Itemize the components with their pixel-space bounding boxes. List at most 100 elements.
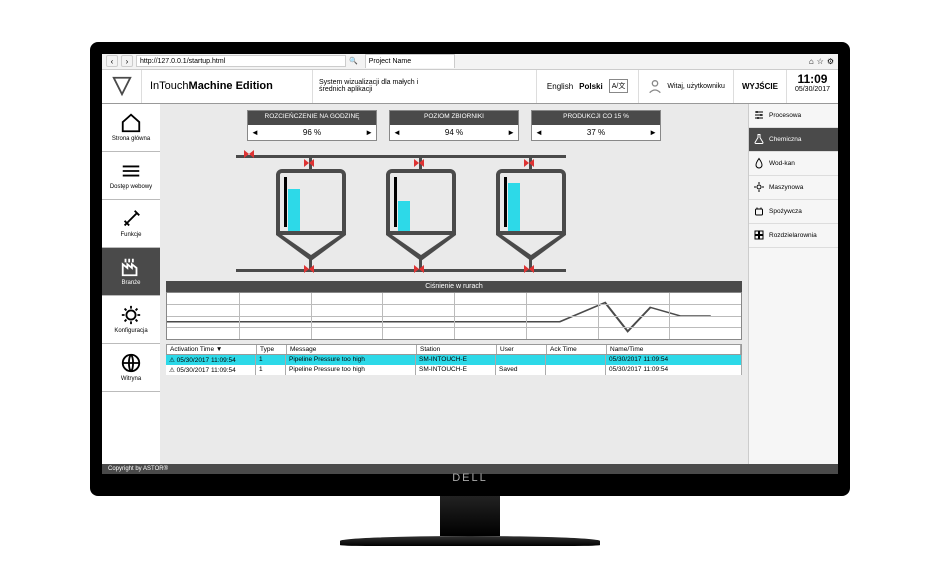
home-icon[interactable]: ⌂ [809, 57, 814, 66]
app-header: InTouch Machine Edition System wizualiza… [102, 70, 838, 104]
address-bar[interactable]: http://127.0.0.1/startup.html [136, 55, 346, 67]
valve-icon [414, 159, 424, 167]
browser-tab[interactable]: Project Name [365, 54, 455, 68]
flask-icon [753, 133, 765, 145]
cog-icon [753, 181, 765, 193]
valve-icon [524, 159, 534, 167]
alarm-cell [496, 355, 546, 365]
alarm-cell: ⚠ 05/30/2017 11:09:54 [166, 365, 256, 375]
home-icon [120, 112, 142, 134]
alarm-cell [546, 365, 606, 375]
layers-icon [120, 160, 142, 182]
date-text: 05/30/2017 [795, 86, 830, 93]
gauge-title: POZIOM ZBIORNIKI [390, 111, 518, 125]
gauge-title: ROZCIEŃCZENIE NA GODZINĘ [248, 111, 376, 125]
alarm-col-header[interactable]: Ack Time [547, 345, 607, 354]
sidebar-label: Funkcje [120, 232, 141, 238]
drop-icon [753, 157, 765, 169]
pressure-chart [166, 292, 742, 340]
gear-icon [120, 304, 142, 326]
rightbar-item-0[interactable]: Procesowa [749, 104, 838, 128]
sidebar-item-1[interactable]: Dostęp webowy [102, 152, 160, 200]
alarm-cell: SM-INTOUCH-E [416, 355, 496, 365]
alarm-cell [546, 355, 606, 365]
alarm-cell: Pipeline Pressure too high [286, 365, 416, 375]
gauge-value: ◄94 %► [390, 125, 518, 140]
sidebar-label: Konfiguracja [114, 328, 147, 334]
sidebar-item-0[interactable]: Strona główna [102, 104, 160, 152]
main-content: ROZCIEŃCZENIE NA GODZINĘ◄96 %► POZIOM ZBI… [160, 104, 748, 464]
sidebar-item-5[interactable]: Witryna [102, 344, 160, 392]
rightbar: Procesowa Chemiczna Wod-kan Maszynowa Spożyw… [748, 104, 838, 464]
rightbar-label: Wod-kan [769, 160, 795, 167]
gauge-value: ◄37 %► [532, 125, 660, 140]
rightbar-item-5[interactable]: Rozdzielarownia [749, 224, 838, 248]
industry-icon [120, 256, 142, 278]
pipe-top [236, 155, 566, 158]
gauge-2: PRODUKCJI CO 15 %◄37 %► [531, 110, 661, 141]
brand-subtitle: System wizualizacji dla małych i średnic… [312, 70, 442, 103]
gauge-value: ◄96 %► [248, 125, 376, 140]
alarm-table: Activation Time ▼TypeMessageStationUserA… [166, 344, 742, 375]
valve-icon [304, 159, 314, 167]
tab-title: Project Name [369, 58, 411, 65]
time-text: 11:09 [795, 72, 830, 86]
brand-title: InTouch Machine Edition [142, 70, 312, 103]
valve-icon [244, 150, 254, 158]
grid-icon [753, 229, 765, 241]
rightbar-label: Chemiczna [769, 136, 802, 143]
sidebar-item-2[interactable]: Funkcje [102, 200, 160, 248]
sidebar-label: Dostęp webowy [110, 184, 152, 190]
alarm-col-header[interactable]: Station [417, 345, 497, 354]
rightbar-item-1[interactable]: Chemiczna [749, 128, 838, 152]
browser-chrome: ‹ › http://127.0.0.1/startup.html 🔍 Proj… [102, 54, 838, 70]
alarm-cell: 1 [256, 355, 286, 365]
rightbar-label: Spożywcza [769, 208, 802, 215]
alarm-col-header[interactable]: Type [257, 345, 287, 354]
back-button[interactable]: ‹ [106, 55, 118, 67]
rightbar-item-4[interactable]: Spożywcza [749, 200, 838, 224]
pipe-bottom [236, 269, 566, 272]
sidebar-item-4[interactable]: Konfiguracja [102, 296, 160, 344]
rightbar-label: Rozdzielarownia [769, 232, 817, 239]
sidebar: Strona główna Dostęp webowy Funkcje Branże K… [102, 104, 160, 464]
gauge-1: POZIOM ZBIORNIKI◄94 %► [389, 110, 519, 141]
tank-2 [496, 169, 566, 261]
alarm-col-header[interactable]: Message [287, 345, 417, 354]
url-text: http://127.0.0.1/startup.html [140, 58, 225, 65]
translate-icon: A/文 [609, 79, 629, 93]
sidebar-label: Witryna [121, 376, 141, 382]
rightbar-item-2[interactable]: Wod-kan [749, 152, 838, 176]
valve-icon [524, 265, 534, 273]
alarm-header-row: Activation Time ▼TypeMessageStationUserA… [166, 344, 742, 355]
brand-text-thin: InTouch [150, 80, 189, 92]
sidebar-item-3[interactable]: Branże [102, 248, 160, 296]
language-switcher: English Polski A/文 [536, 70, 638, 103]
valve-icon [414, 265, 424, 273]
lang-pl[interactable]: Polski [579, 82, 603, 91]
gear-icon[interactable]: ⚙ [827, 57, 834, 66]
alarm-cell: 05/30/2017 11:09:54 [606, 355, 742, 365]
tools-icon [120, 208, 142, 230]
logout-button[interactable]: WYJŚCIE [733, 70, 786, 103]
user-box[interactable]: Witaj, użytkowniku [638, 70, 733, 103]
alarm-col-header[interactable]: User [497, 345, 547, 354]
alarm-cell: Pipeline Pressure too high [286, 355, 416, 365]
lang-en[interactable]: English [547, 82, 573, 91]
alarm-col-header[interactable]: Activation Time ▼ [167, 345, 257, 354]
user-greeting: Witaj, użytkowniku [667, 83, 725, 90]
user-icon [647, 78, 663, 94]
alarm-col-header[interactable]: Name/Time [607, 345, 741, 354]
alarm-cell: 1 [256, 365, 286, 375]
star-icon[interactable]: ☆ [817, 57, 824, 66]
alarm-row[interactable]: ⚠ 05/30/2017 11:09:541Pipeline Pressure … [166, 365, 742, 375]
rightbar-label: Procesowa [769, 112, 801, 119]
sliders-icon [753, 109, 765, 121]
alarm-row[interactable]: ⚠ 05/30/2017 11:09:541Pipeline Pressure … [166, 355, 742, 365]
tank-1 [386, 169, 456, 261]
valve-icon [304, 265, 314, 273]
forward-button[interactable]: › [121, 55, 133, 67]
rightbar-item-3[interactable]: Maszynowa [749, 176, 838, 200]
tank-diagram [166, 147, 742, 277]
alarm-cell: SM-INTOUCH-E [416, 365, 496, 375]
